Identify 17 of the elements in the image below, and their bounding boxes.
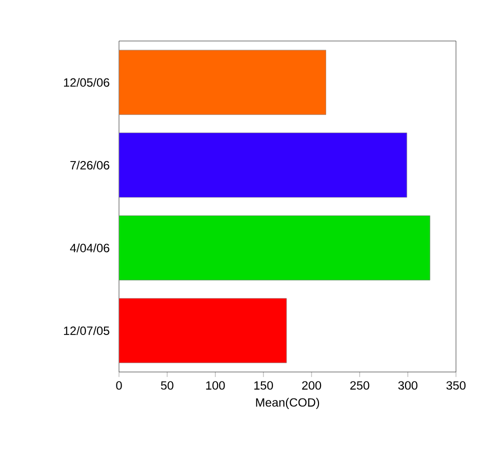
y-tick-label: 7/26/06 — [70, 160, 110, 170]
x-tick-label: 50 — [160, 381, 174, 390]
x-tick-label: 100 — [206, 381, 225, 390]
y-tick-label: 12/07/05 — [64, 326, 110, 336]
bar — [119, 50, 326, 115]
bar — [119, 298, 287, 364]
x-tick-label: 200 — [302, 381, 322, 390]
x-tick-label: 300 — [398, 381, 418, 390]
bar — [119, 215, 430, 280]
y-tick-label: 12/05/06 — [64, 78, 110, 87]
x-tick-label: 0 — [116, 381, 122, 390]
bar — [119, 132, 408, 198]
x-tick-label: 150 — [254, 381, 273, 390]
x-axis-title: Mean(COD) — [256, 398, 320, 410]
x-tick-label: 250 — [350, 381, 370, 390]
x-tick-label: 350 — [446, 381, 466, 390]
y-tick-label: 4/04/06 — [70, 243, 110, 252]
